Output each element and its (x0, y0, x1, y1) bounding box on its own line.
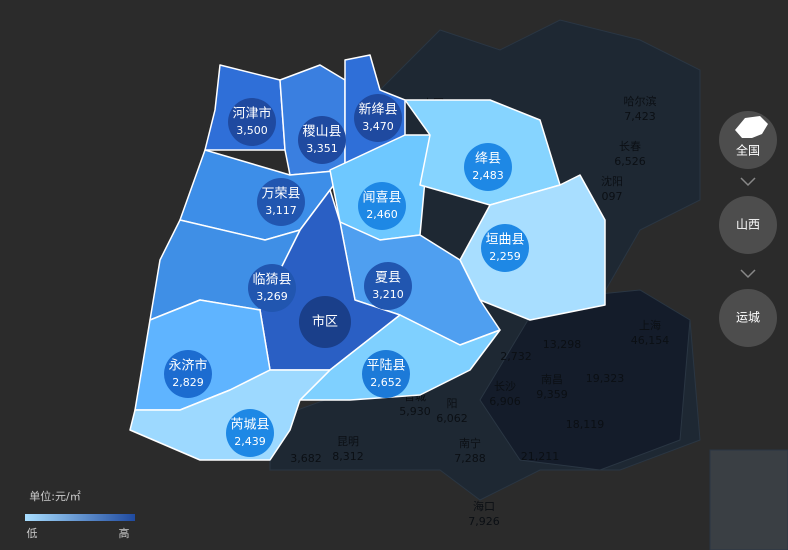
county-value: 2,829 (172, 376, 204, 389)
county-name: 河津市 (232, 106, 271, 122)
county-name: 绛县 (475, 152, 501, 167)
china-icon (735, 116, 768, 138)
county-name: 万荣县 (261, 187, 300, 202)
county-value: 2,652 (370, 376, 402, 389)
county-bubble[interactable] (248, 264, 296, 312)
nav-button[interactable] (719, 289, 777, 347)
county-bubble[interactable] (257, 178, 305, 226)
county-value: 3,269 (256, 290, 288, 303)
bg-city-value: 18,119 (566, 418, 605, 431)
bg-city-value: 7,288 (454, 452, 486, 465)
county-value: 3,117 (265, 204, 297, 217)
bg-city-value: 6,526 (614, 155, 646, 168)
bg-city-value: 7,423 (624, 110, 656, 123)
bg-city-value: 13,298 (543, 338, 582, 351)
nav-chevrons (740, 177, 756, 279)
county-name: 芮城县 (230, 417, 269, 433)
bg-city-value: 19,323 (586, 372, 625, 385)
nav-label: 运城 (736, 311, 760, 325)
bg-city-value: 9,359 (536, 388, 568, 401)
county-bubble[interactable] (299, 296, 351, 348)
bg-city-name: 沈阳 (601, 174, 623, 188)
legend-high: 高 (119, 526, 130, 540)
nav-label: 全国 (736, 143, 760, 158)
bg-city-value: 6,906 (489, 395, 521, 408)
legend-unit: 单位:元/㎡ (29, 489, 80, 503)
county-bubble[interactable] (364, 262, 412, 310)
bg-city-name: 长沙 (494, 380, 516, 393)
bg-city-value: 46,154 (631, 334, 670, 347)
bg-city-value: 6,062 (436, 412, 468, 425)
county-value: 3,351 (306, 142, 338, 155)
bg-city-value: 3,682 (290, 452, 322, 465)
county-bubble[interactable] (358, 182, 406, 230)
bg-city-value: 8,312 (332, 450, 364, 463)
legend-gradient (25, 514, 135, 521)
county-name: 平陆县 (366, 358, 405, 374)
bg-city-name: 海口 (473, 499, 495, 513)
county-bubble[interactable] (362, 350, 410, 398)
county-name: 新绛县 (358, 102, 397, 118)
county-value: 2,483 (472, 169, 504, 182)
bg-city-value: 097 (602, 190, 623, 203)
county-value: 3,210 (372, 288, 404, 301)
bg-city-value: 2,732 (500, 350, 532, 363)
county-bubble[interactable] (226, 409, 274, 457)
county-bubble[interactable] (228, 98, 276, 146)
county-value: 3,470 (362, 120, 394, 133)
county-name: 闻喜县 (362, 191, 401, 206)
bg-city-name: 阳 (447, 397, 458, 410)
bg-city-value: 5,930 (399, 405, 431, 418)
nav-button[interactable] (719, 196, 777, 254)
bg-city-name: 上海 (639, 318, 661, 332)
county-name: 市区 (312, 314, 338, 330)
county-name: 永济市 (168, 358, 207, 374)
bg-city-name: 昆明 (337, 435, 359, 448)
county-name: 临猗县 (252, 273, 291, 288)
bg-city-name: 长春 (619, 140, 641, 153)
county-value: 3,500 (236, 124, 268, 137)
county-name: 夏县 (375, 271, 401, 286)
county-name: 垣曲县 (485, 233, 524, 248)
nav-label: 山西 (736, 218, 760, 232)
county-bubble[interactable] (298, 116, 346, 164)
bg-city-name: 哈尔滨 (624, 94, 657, 108)
county-bubble[interactable] (464, 143, 512, 191)
bg-city-name: 南宁 (459, 436, 481, 450)
county-value: 2,259 (489, 250, 521, 263)
bg-city-value: 7,926 (468, 515, 500, 528)
bg-city-value: 21,211 (521, 450, 560, 463)
bg-city-name: 南昌 (541, 373, 563, 386)
county-area[interactable] (129, 369, 331, 461)
county-value: 2,460 (366, 208, 398, 221)
county-value: 2,439 (234, 435, 266, 448)
county-bubble[interactable] (481, 224, 529, 272)
county-bubble[interactable] (164, 350, 212, 398)
legend-low: 低 (27, 527, 38, 540)
county-bubble[interactable] (354, 94, 402, 142)
county-name: 稷山县 (302, 124, 341, 140)
